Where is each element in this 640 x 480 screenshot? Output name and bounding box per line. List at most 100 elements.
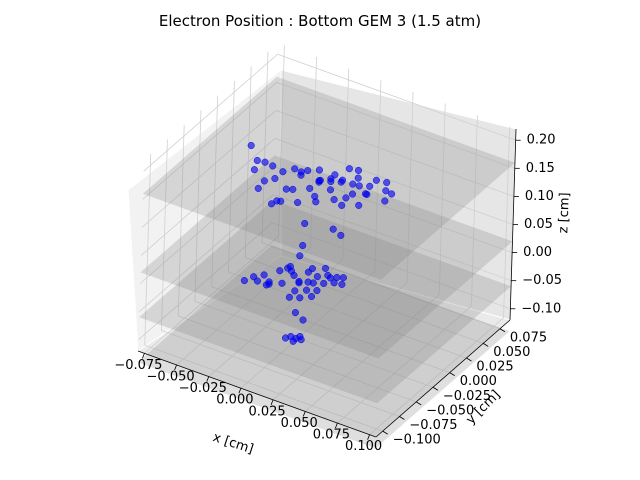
y-tick-label: −0.075	[409, 418, 457, 433]
chart-title: Electron Position : Bottom GEM 3 (1.5 at…	[159, 12, 481, 30]
gem-plane-4	[137, 245, 510, 449]
data-point	[342, 194, 350, 202]
x-tick-label: −0.025	[179, 381, 227, 396]
data-point	[326, 186, 335, 194]
data-point	[284, 264, 292, 272]
y-tick-mark	[432, 386, 439, 391]
x-axis-label: x [cm]	[211, 430, 255, 457]
data-point	[366, 182, 374, 190]
data-point	[388, 190, 396, 198]
data-point	[315, 177, 323, 185]
gem-plane-3	[139, 200, 512, 404]
data-point	[345, 165, 353, 173]
z-grid-line	[140, 138, 276, 256]
grid-lines	[138, 45, 516, 435]
z-grid-line	[274, 138, 514, 225]
x-grid-line	[144, 236, 279, 354]
z-tick-label: 0.20	[527, 133, 556, 148]
x-grid-line	[272, 282, 408, 401]
z-grid-line	[141, 110, 277, 228]
z-grid-line	[275, 110, 515, 197]
data-point	[285, 293, 293, 301]
z-axis-label: z [cm]	[556, 192, 572, 233]
y-grid-line	[245, 257, 484, 344]
y-grid-line	[194, 300, 434, 388]
x-tick-mark	[238, 388, 242, 394]
gem-plane-2	[140, 155, 513, 359]
data-point	[269, 162, 277, 170]
data-point	[296, 294, 304, 302]
data-point	[306, 184, 314, 192]
data-point	[299, 316, 307, 324]
x-grid-line	[369, 317, 504, 435]
y-axis-line	[375, 319, 511, 438]
data-point	[309, 279, 317, 287]
z-grid-line	[272, 222, 511, 310]
data-point	[337, 178, 345, 186]
x-tick-label: 0.075	[313, 428, 350, 443]
data-point	[339, 274, 347, 282]
x-tick-label: 0.050	[281, 416, 318, 431]
data-point	[261, 158, 269, 166]
data-point	[324, 271, 332, 279]
data-point	[267, 200, 276, 208]
data-point	[299, 241, 307, 250]
x-grid-line	[337, 305, 472, 424]
data-point	[301, 219, 309, 228]
y-tick-label: 0.050	[493, 345, 530, 360]
x-tick-mark	[142, 353, 145, 359]
y-grid-line	[178, 315, 417, 403]
y-tick-label: 0.000	[460, 374, 497, 389]
data-point	[302, 286, 311, 294]
y-tick-mark	[399, 416, 405, 420]
scatter-points	[240, 141, 396, 345]
data-point	[330, 279, 338, 287]
z-tick-label: −0.05	[522, 273, 562, 288]
data-point	[247, 141, 255, 150]
data-point	[355, 201, 363, 209]
y-tick-mark	[382, 430, 388, 435]
data-point	[307, 292, 316, 301]
y-tick-mark	[449, 372, 455, 376]
data-point	[329, 225, 337, 233]
z-tick-label: 0.10	[525, 189, 554, 204]
data-point	[271, 174, 279, 183]
data-point	[254, 184, 262, 192]
data-point	[320, 279, 328, 287]
data-point	[253, 156, 261, 165]
data-point	[338, 201, 346, 209]
data-point	[304, 167, 312, 175]
x-tick-mark	[335, 422, 338, 429]
data-point	[308, 265, 316, 273]
y-tick-label: 0.025	[476, 360, 513, 375]
data-point	[321, 264, 330, 272]
z-tick-label: 0.15	[526, 161, 555, 176]
data-point	[315, 166, 323, 174]
data-point	[330, 196, 338, 204]
data-point	[363, 190, 371, 198]
x-tick-mark	[302, 411, 306, 417]
z-grid-line	[273, 194, 512, 282]
y-grid-line	[144, 344, 383, 432]
data-point	[372, 176, 380, 184]
x-tick-mark	[367, 434, 370, 440]
data-point	[337, 231, 345, 239]
data-point	[383, 178, 391, 187]
z-tick-label: 0.00	[523, 245, 552, 260]
data-point	[277, 197, 285, 205]
data-point	[349, 180, 357, 188]
data-point	[250, 273, 258, 281]
data-point	[354, 166, 363, 174]
data-point	[262, 281, 270, 289]
y-tick-label: −0.025	[443, 389, 491, 404]
z-tick-label: −0.10	[521, 301, 561, 316]
data-point	[278, 279, 286, 287]
data-point	[382, 187, 390, 195]
x-tick-mark	[270, 399, 274, 405]
x-axis-line	[137, 350, 377, 438]
data-point	[276, 267, 284, 275]
x-tick-label: −0.075	[114, 358, 162, 373]
data-point	[260, 177, 268, 185]
z-grid-line	[138, 222, 273, 341]
y-tick-mark	[482, 343, 489, 347]
